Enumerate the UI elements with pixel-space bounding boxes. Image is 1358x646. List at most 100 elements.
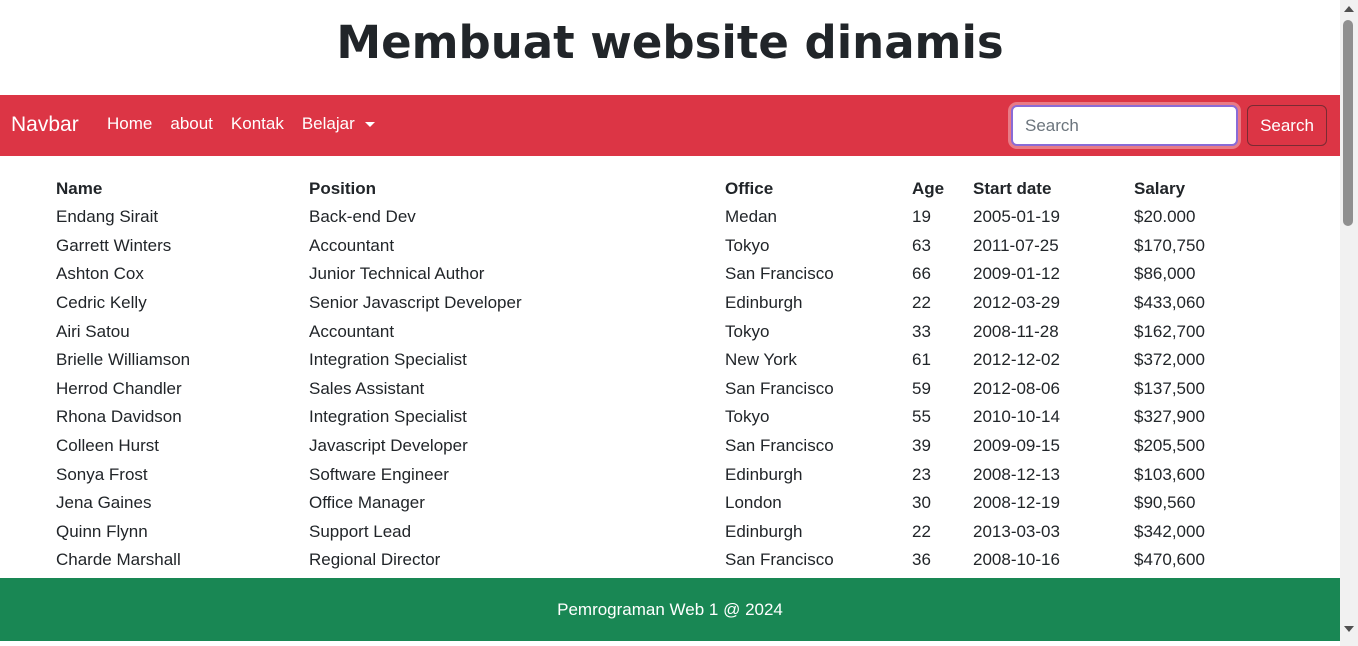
page-title: Membuat website dinamis [336,16,1004,69]
cell-office: San Francisco [725,264,834,284]
table-row: Garrett Winters Accountant Tokyo 63 2011-07-… [48,232,1246,261]
cell-salary: $20.000 [1134,207,1196,227]
cell-start-date: 2012-12-02 [973,350,1060,370]
cell-age: 61 [912,350,931,370]
cell-position: Regional Director [309,550,441,570]
cell-name: Brielle Williamson [56,350,191,370]
employee-table: Name Position Office Age Start date Sala… [48,174,1246,575]
cell-age: 33 [912,321,931,341]
scroll-down-arrow-icon[interactable] [1344,626,1354,632]
table-row: Colleen Hurst Javascript Developer San Fra… [48,432,1246,461]
footer-text: Pemrograman Web 1 @ 2024 [557,599,783,619]
table-row: Airi Satou Accountant Tokyo 33 2008-11-28 $16… [48,317,1246,346]
cell-name: Cedric Kelly [56,293,147,313]
cell-office: London [725,493,782,513]
caret-down-icon [364,121,375,127]
cell-start-date: 2005-01-19 [973,207,1060,227]
cell-salary: $137,500 [1134,378,1205,398]
cell-office: San Francisco [725,550,834,570]
nav-dropdown-belajar[interactable]: Belajar [302,114,375,134]
cell-age: 55 [912,407,931,427]
cell-position: Integration Specialist [309,350,467,370]
nav-links: Home about Kontak Belajar [107,114,393,134]
column-header-start-date: Start date [973,178,1052,198]
footer: Pemrograman Web 1 @ 2024 [0,578,1340,641]
cell-salary: $86,000 [1134,264,1196,284]
column-header-age: Age [912,178,945,198]
search-button[interactable]: Search [1247,105,1327,146]
cell-office: Tokyo [725,407,770,427]
table-row: Brielle Williamson Integration Specialist… [48,346,1246,375]
cell-position: Senior Javascript Developer [309,293,522,313]
cell-office: Tokyo [725,235,770,255]
cell-start-date: 2012-03-29 [973,293,1060,313]
cell-office: Edinburgh [725,464,803,484]
cell-salary: $170,750 [1134,235,1205,255]
cell-start-date: 2013-03-03 [973,521,1060,541]
table-header-row: Name Position Office Age Start date Sala… [48,174,1246,203]
cell-salary: $433,060 [1134,293,1205,313]
cell-position: Support Lead [309,521,412,541]
cell-age: 22 [912,521,931,541]
cell-position: Back-end Dev [309,207,416,227]
cell-name: Sonya Frost [56,464,148,484]
cell-age: 59 [912,378,931,398]
cell-position: Accountant [309,321,395,341]
navbar: Navbar Home about Kontak Belajar Search [0,95,1340,156]
cell-start-date: 2009-09-15 [973,436,1060,456]
cell-age: 22 [912,293,931,313]
cell-name: Airi Satou [56,321,130,341]
cell-start-date: 2011-07-25 [973,235,1059,255]
cell-office: Medan [725,207,777,227]
column-header-position: Position [309,178,377,198]
cell-name: Rhona Davidson [56,407,182,427]
column-header-name: Name [56,178,103,198]
cell-position: Accountant [309,235,395,255]
cell-start-date: 2009-01-12 [973,264,1060,284]
cell-age: 36 [912,550,931,570]
cell-start-date: 2012-08-06 [973,378,1060,398]
scrollbar-thumb[interactable] [1343,20,1353,226]
cell-office: San Francisco [725,436,834,456]
nav-dropdown-label: Belajar [301,114,355,133]
scroll-up-arrow-icon[interactable] [1344,6,1354,12]
cell-salary: $372,000 [1134,350,1205,370]
table-row: Herrod Chandler Sales Assistant San Franci… [48,375,1246,404]
cell-name: Ashton Cox [56,264,144,284]
cell-name: Colleen Hurst [56,436,159,456]
table-row: Rhona Davidson Integration Specialist Toky… [48,403,1246,432]
table-body: Endang Sirait Back-end Dev Medan 19 2005-01-… [48,203,1246,575]
cell-salary: $162,700 [1134,321,1205,341]
cell-name: Endang Sirait [56,207,159,227]
navbar-brand[interactable]: Navbar [11,113,79,136]
cell-name: Jena Gaines [56,493,152,513]
cell-office: Edinburgh [725,293,803,313]
cell-position: Office Manager [309,493,425,513]
cell-office: San Francisco [725,378,834,398]
cell-salary: $205,500 [1134,436,1205,456]
nav-link-home[interactable]: Home [107,114,153,133]
cell-age: 63 [912,235,931,255]
cell-age: 19 [912,207,931,227]
vertical-scrollbar[interactable] [1340,0,1358,646]
cell-salary: $342,000 [1134,521,1205,541]
cell-age: 66 [912,264,931,284]
column-header-salary: Salary [1134,178,1186,198]
cell-age: 30 [912,493,931,513]
cell-start-date: 2008-10-16 [973,550,1060,570]
cell-position: Software Engineer [309,464,449,484]
cell-age: 23 [912,464,931,484]
cell-office: New York [725,350,797,370]
cell-start-date: 2008-11-28 [973,321,1059,341]
search-input[interactable] [1011,105,1238,146]
table-row: Cedric Kelly Senior Javascript Developer E… [48,289,1246,318]
column-header-office: Office [725,178,774,198]
cell-position: Javascript Developer [309,436,468,456]
cell-name: Charde Marshall [56,550,181,570]
nav-link-kontak[interactable]: Kontak [230,114,284,133]
table-row: Endang Sirait Back-end Dev Medan 19 2005-01-… [48,203,1246,232]
cell-position: Integration Specialist [309,407,467,427]
nav-link-about[interactable]: about [170,114,213,133]
cell-office: Edinburgh [725,521,803,541]
